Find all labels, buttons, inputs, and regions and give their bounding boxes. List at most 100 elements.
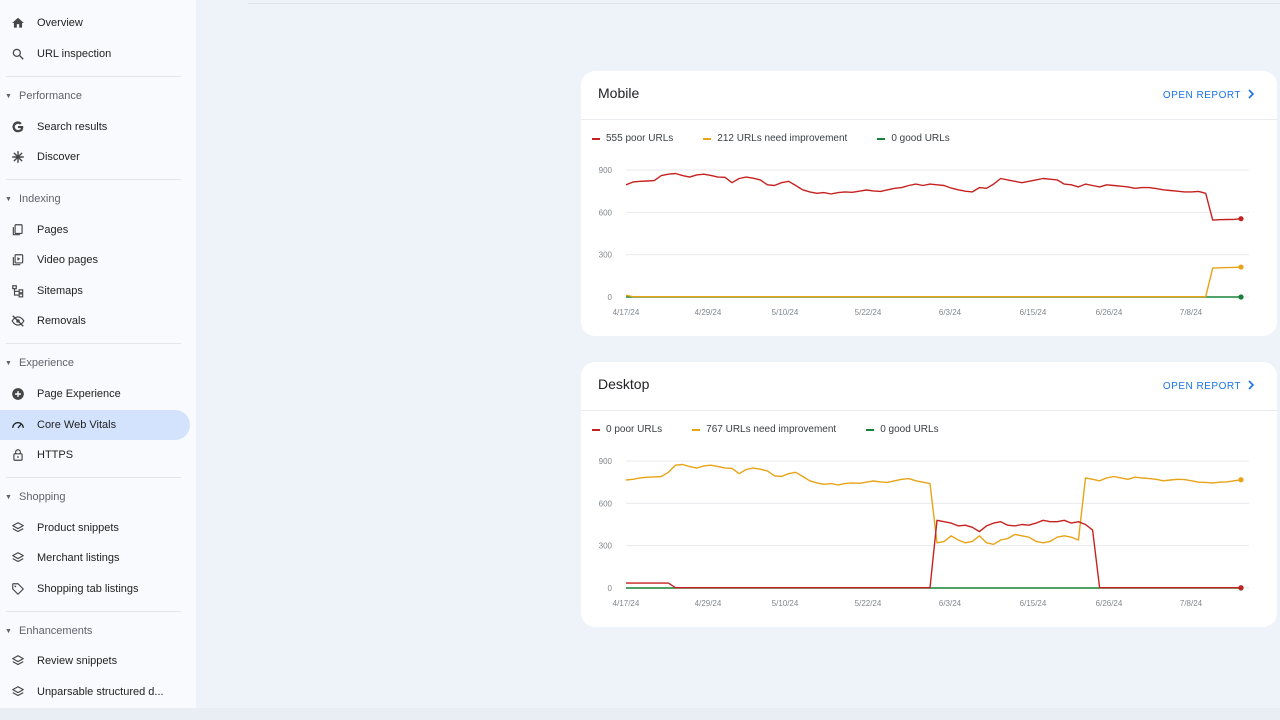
legend-label: 212 URLs need improvement	[717, 133, 848, 144]
legend-needs-improvement[interactable]: 212 URLs need improvement	[703, 133, 847, 144]
x-tick-label: 7/8/24	[1180, 308, 1203, 317]
legend-swatch	[692, 428, 701, 431]
sidebar-divider	[6, 611, 181, 612]
header-divider	[248, 3, 1280, 4]
section-header-performance[interactable]: ▼ Performance	[0, 85, 190, 107]
legend-swatch	[703, 137, 712, 140]
card-title: Desktop	[598, 376, 650, 392]
x-tick-label: 6/15/24	[1020, 599, 1047, 608]
sidebar-item-sitemaps[interactable]: Sitemaps	[0, 276, 190, 306]
card-divider	[581, 119, 1277, 120]
pages-icon	[10, 222, 26, 238]
section-title: Indexing	[19, 193, 61, 205]
sidebar-item-https[interactable]: HTTPS	[0, 440, 190, 470]
caret-down-icon: ▼	[5, 493, 12, 501]
sidebar-item-label: Search results	[37, 121, 108, 133]
sidebar-item-label: Unparsable structured d...	[37, 686, 164, 698]
x-tick-label: 4/29/24	[695, 599, 722, 608]
series-line-0-poor-urls[interactable]	[626, 519, 1241, 589]
sidebar-item-pages[interactable]: Pages	[0, 215, 190, 245]
x-tick-label: 6/15/24	[1020, 308, 1047, 317]
section-title: Enhancements	[19, 625, 93, 637]
sidebar-item-core-web-vitals[interactable]: Core Web Vitals	[0, 410, 190, 440]
sidebar-item-discover[interactable]: Discover	[0, 142, 190, 172]
open-report-button[interactable]: OPEN REPORT	[1163, 380, 1255, 393]
sidebar-item-removals[interactable]: Removals	[0, 306, 190, 336]
y-tick-label: 900	[599, 457, 613, 466]
series-endpoint-767-urls-need-improvement[interactable]	[1238, 477, 1244, 483]
caret-down-icon: ▼	[5, 627, 12, 635]
sidebar-item-label: URL inspection	[37, 48, 112, 60]
sidebar-item-video-pages[interactable]: Video pages	[0, 245, 190, 275]
legend-poor[interactable]: 555 poor URLs	[592, 133, 673, 144]
section-header-experience[interactable]: ▼ Experience	[0, 352, 190, 374]
legend-label: 0 poor URLs	[606, 424, 663, 435]
sidebar-item-search-results[interactable]: Search results	[0, 112, 190, 142]
legend-poor[interactable]: 0 poor URLs	[592, 424, 662, 435]
sidebar-item-label: Review snippets	[37, 655, 118, 667]
chevron-right-icon	[1247, 380, 1255, 393]
sidebar-item-label: Video pages	[37, 254, 98, 266]
sitemaps-icon	[10, 283, 26, 299]
legend-swatch	[877, 137, 886, 140]
x-tick-label: 5/22/24	[855, 599, 882, 608]
plus-circle-icon	[10, 386, 26, 402]
x-tick-label: 6/26/24	[1096, 308, 1123, 317]
x-tick-label: 4/17/24	[613, 308, 640, 317]
gauge-icon	[10, 417, 26, 433]
sidebar-item-label: Shopping tab listings	[37, 583, 139, 595]
sidebar-item-unparsable-structured-d[interactable]: Unparsable structured d...	[0, 677, 190, 707]
caret-down-icon: ▼	[5, 195, 12, 203]
chart-legend: 555 poor URLs 212 URLs need improvement …	[592, 133, 980, 144]
sidebar-item-shopping-tab-listings[interactable]: Shopping tab listings	[0, 574, 190, 604]
layers-icon	[10, 520, 26, 536]
sidebar-item-review-snippets[interactable]: Review snippets	[0, 646, 190, 676]
chevron-right-icon	[1247, 89, 1255, 102]
section-title: Experience	[19, 357, 75, 369]
open-report-label: OPEN REPORT	[1162, 381, 1241, 392]
sidebar-item-merchant-listings[interactable]: Merchant listings	[0, 543, 190, 573]
sidebar-item-label: Removals	[37, 315, 86, 327]
section-header-indexing[interactable]: ▼ Indexing	[0, 188, 190, 210]
section-header-enhancements[interactable]: ▼ Enhancements	[0, 620, 190, 642]
mobile-card: Mobile OPEN REPORT 555 poor URLs 212 URL…	[581, 71, 1277, 336]
eye-off-icon	[10, 313, 26, 329]
sidebar-item-url-inspection[interactable]: URL inspection	[0, 39, 190, 69]
chart-legend: 0 poor URLs 767 URLs need improvement 0 …	[592, 424, 969, 435]
series-endpoint-212-urls-need-improvement[interactable]	[1238, 264, 1244, 270]
y-tick-label: 0	[608, 293, 613, 302]
legend-needs-improvement[interactable]: 767 URLs need improvement	[692, 424, 836, 435]
y-tick-label: 0	[608, 584, 613, 593]
legend-swatch	[866, 428, 875, 431]
sidebar-item-label: Product snippets	[37, 522, 119, 534]
sidebar-item-overview[interactable]: Overview	[0, 8, 190, 38]
desktop-card: Desktop OPEN REPORT 0 poor URLs 767 URLs…	[581, 362, 1277, 627]
series-line-212-urls-need-improvement[interactable]	[625, 266, 1242, 298]
x-tick-label: 6/26/24	[1096, 599, 1123, 608]
legend-good[interactable]: 0 good URLs	[877, 133, 950, 144]
section-header-shopping[interactable]: ▼ Shopping	[0, 486, 190, 508]
legend-label: 0 good URLs	[891, 133, 950, 144]
series-line-555-poor-urls[interactable]	[625, 172, 1242, 221]
lock-icon	[10, 447, 26, 463]
google-g-icon	[10, 119, 26, 135]
sidebar-item-label: Core Web Vitals	[37, 419, 117, 431]
y-tick-label: 300	[599, 251, 613, 260]
x-tick-label: 4/17/24	[613, 599, 640, 608]
card-divider	[581, 410, 1277, 411]
sidebar-item-product-snippets[interactable]: Product snippets	[0, 513, 190, 543]
series-line-767-urls-need-improvement[interactable]	[625, 463, 1242, 546]
series-endpoint-555-poor-urls[interactable]	[1238, 216, 1244, 222]
section-title: Performance	[19, 90, 82, 102]
layers-icon	[10, 550, 26, 566]
legend-good[interactable]: 0 good URLs	[866, 424, 939, 435]
open-report-button[interactable]: OPEN REPORT	[1163, 89, 1255, 102]
layers-icon	[10, 653, 26, 669]
sidebar-item-page-experience[interactable]: Page Experience	[0, 379, 190, 409]
series-endpoint-0-good-urls[interactable]	[1238, 294, 1244, 300]
y-tick-label: 900	[599, 166, 613, 175]
legend-label: 767 URLs need improvement	[706, 424, 837, 435]
series-endpoint-0-poor-urls[interactable]	[1238, 585, 1244, 591]
sidebar-item-label: HTTPS	[37, 449, 74, 461]
desktop-line-chart: 0 300 600 900 4/17/24 4/29/24 5/10/24 5/22/24 6/…	[599, 457, 1249, 608]
